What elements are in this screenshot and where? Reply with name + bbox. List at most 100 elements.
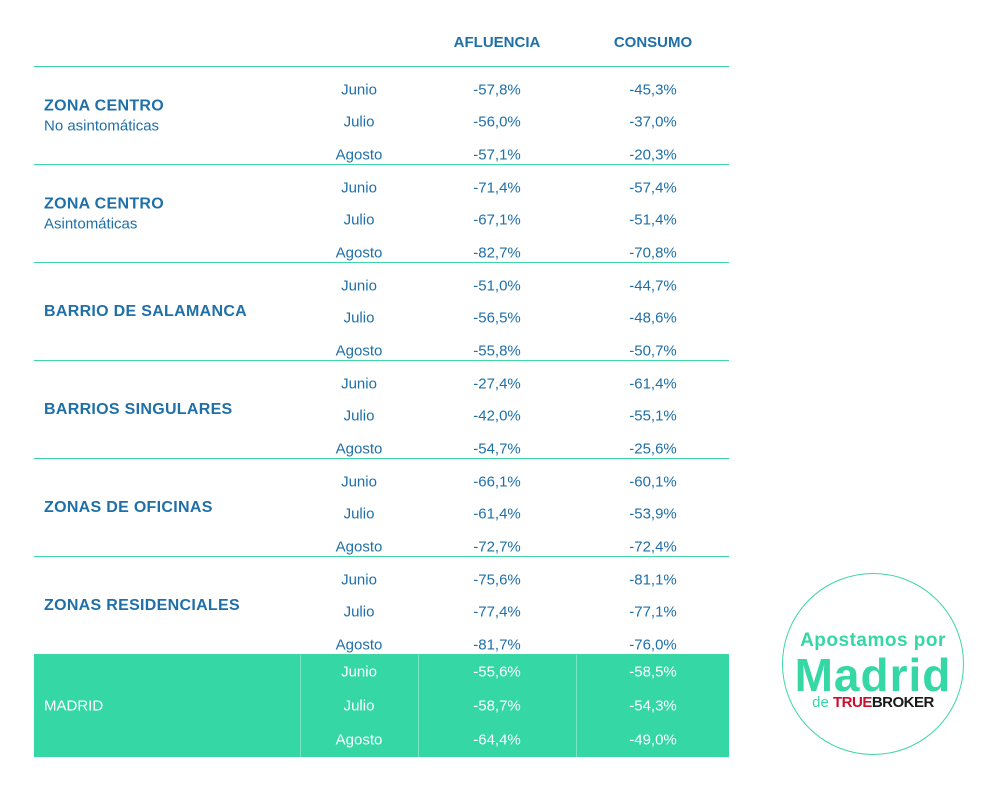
table-row: Julio -56,5% -48,6% [34, 301, 729, 334]
afluencia-cell: -64,4% [473, 731, 521, 748]
group-label: BARRIOS SINGULARES [44, 401, 233, 419]
consumo-cell: -25,6% [629, 440, 677, 457]
afluencia-cell: -72,7% [473, 538, 521, 555]
consumo-cell: -54,3% [629, 697, 677, 714]
group-title: ZONA CENTRO [44, 97, 165, 114]
table-row: Julio -42,0% -55,1% [34, 399, 729, 432]
consumo-cell: -37,0% [629, 113, 677, 130]
row-group: ZONAS DE OFICINAS Junio -66,1% -60,1% Julio -… [34, 458, 729, 556]
consumo-cell: -57,4% [629, 179, 677, 196]
group-subtitle: Asintomáticas [44, 215, 138, 232]
group-label: ZONA CENTRO Asintomáticas [44, 195, 164, 232]
consumo-cell: -50,7% [629, 342, 677, 359]
row-group: BARRIO DE SALAMANCA Junio -51,0% -44,7% Juli… [34, 262, 729, 360]
consumo-cell: -48,6% [629, 309, 677, 326]
afluencia-cell: -66,1% [473, 473, 521, 490]
afluencia-cell: -27,4% [473, 375, 521, 392]
group-label: ZONA CENTRO No asintomáticas [44, 97, 164, 134]
table-row: Junio -66,1% -60,1% [34, 465, 729, 498]
header-consumo: CONSUMO [613, 34, 693, 51]
afluencia-cell: -56,0% [473, 113, 521, 130]
consumo-cell: -72,4% [629, 538, 677, 555]
consumo-cell: -20,3% [629, 146, 677, 163]
total-row-group: MADRID Junio -55,6% -58,5% Julio -58,7% -54,3%… [34, 654, 729, 757]
afluencia-cell: -58,7% [473, 697, 521, 714]
consumo-cell: -61,4% [629, 375, 677, 392]
table-row: Julio -77,4% -77,1% [34, 595, 729, 628]
column-divider [300, 655, 301, 757]
table-row: Julio -56,0% -37,0% [34, 105, 729, 138]
group-label: BARRIO DE SALAMANCA [44, 303, 247, 321]
brand-broker: BROKER [871, 694, 935, 711]
consumo-cell: -77,1% [629, 603, 677, 620]
column-divider [418, 655, 419, 757]
afluencia-cell: -42,0% [473, 407, 521, 424]
consumo-cell: -45,3% [629, 81, 677, 98]
consumo-cell: -51,4% [629, 211, 677, 228]
consumo-cell: -70,8% [629, 244, 677, 261]
month-cell: Agosto [335, 538, 383, 555]
month-cell: Julio [343, 211, 375, 228]
afluencia-cell: -67,1% [473, 211, 521, 228]
month-cell: Junio [341, 571, 377, 588]
consumo-cell: -49,0% [629, 731, 677, 748]
consumo-cell: -58,5% [629, 663, 677, 680]
consumo-cell: -60,1% [629, 473, 677, 490]
table-row: Agosto -64,4% -49,0% [34, 723, 729, 756]
header-afluencia: AFLUENCIA [453, 34, 541, 51]
month-cell: Agosto [335, 440, 383, 457]
consumo-cell: -53,9% [629, 505, 677, 522]
row-group: ZONA CENTRO Asintomáticas Junio -71,4% -57,4… [34, 164, 729, 262]
group-label: ZONAS RESIDENCIALES [44, 597, 240, 615]
consumo-cell: -55,1% [629, 407, 677, 424]
month-cell: Julio [343, 603, 375, 620]
afluencia-cell: -75,6% [473, 571, 521, 588]
month-cell: Junio [341, 81, 377, 98]
row-group: BARRIOS SINGULARES Junio -27,4% -61,4% Julio… [34, 360, 729, 458]
month-cell: Julio [343, 407, 375, 424]
table-row: Agosto -57,1% -20,3% [34, 138, 729, 171]
total-title: MADRID [44, 697, 104, 715]
truebroker-brand: TRUEBROKER [833, 694, 934, 711]
table-row: Junio -75,6% -81,1% [34, 563, 729, 596]
table-row: Agosto -81,7% -76,0% [34, 628, 729, 661]
afluencia-cell: -51,0% [473, 277, 521, 294]
month-cell: Agosto [335, 146, 383, 163]
group-title: ZONAS RESIDENCIALES [44, 596, 240, 614]
table-row: Junio -71,4% -57,4% [34, 171, 729, 204]
afluencia-cell: -57,8% [473, 81, 521, 98]
group-title: BARRIO DE SALAMANCA [44, 302, 248, 320]
month-cell: Junio [341, 663, 377, 680]
month-cell: Agosto [335, 636, 383, 653]
table-row: Julio -61,4% -53,9% [34, 497, 729, 530]
table-row: Junio -51,0% -44,7% [34, 269, 729, 302]
month-cell: Julio [343, 309, 375, 326]
group-subtitle: No asintomáticas [44, 117, 160, 134]
afluencia-cell: -82,7% [473, 244, 521, 261]
afluencia-cell: -54,7% [473, 440, 521, 457]
afluencia-cell: -55,6% [473, 663, 521, 680]
logo-line3: de TRUEBROKER [783, 694, 963, 711]
afluencia-cell: -61,4% [473, 505, 521, 522]
logo-prefix: de [812, 694, 829, 711]
month-cell: Junio [341, 179, 377, 196]
table-row: Agosto -55,8% -50,7% [34, 334, 729, 367]
table-row: Agosto -72,7% -72,4% [34, 530, 729, 563]
data-table: ZONA CENTRO No asintomáticas Junio -57,8% -4… [34, 66, 729, 757]
table-row: Junio -57,8% -45,3% [34, 73, 729, 106]
table-row: Agosto -54,7% -25,6% [34, 432, 729, 465]
afluencia-cell: -71,4% [473, 179, 521, 196]
logo-line1: Apostamos por [800, 630, 946, 651]
consumo-cell: -76,0% [629, 636, 677, 653]
month-cell: Agosto [335, 244, 383, 261]
group-title: ZONAS DE OFICINAS [44, 498, 213, 516]
table-row: Agosto -82,7% -70,8% [34, 236, 729, 269]
consumo-cell: -44,7% [629, 277, 677, 294]
row-group: ZONAS RESIDENCIALES Junio -75,6% -81,1% Juli… [34, 556, 729, 654]
afluencia-cell: -57,1% [473, 146, 521, 163]
month-cell: Agosto [335, 731, 383, 748]
group-title: BARRIOS SINGULARES [44, 400, 233, 418]
month-cell: Julio [343, 113, 375, 130]
month-cell: Junio [341, 375, 377, 392]
group-label: ZONAS DE OFICINAS [44, 499, 213, 517]
